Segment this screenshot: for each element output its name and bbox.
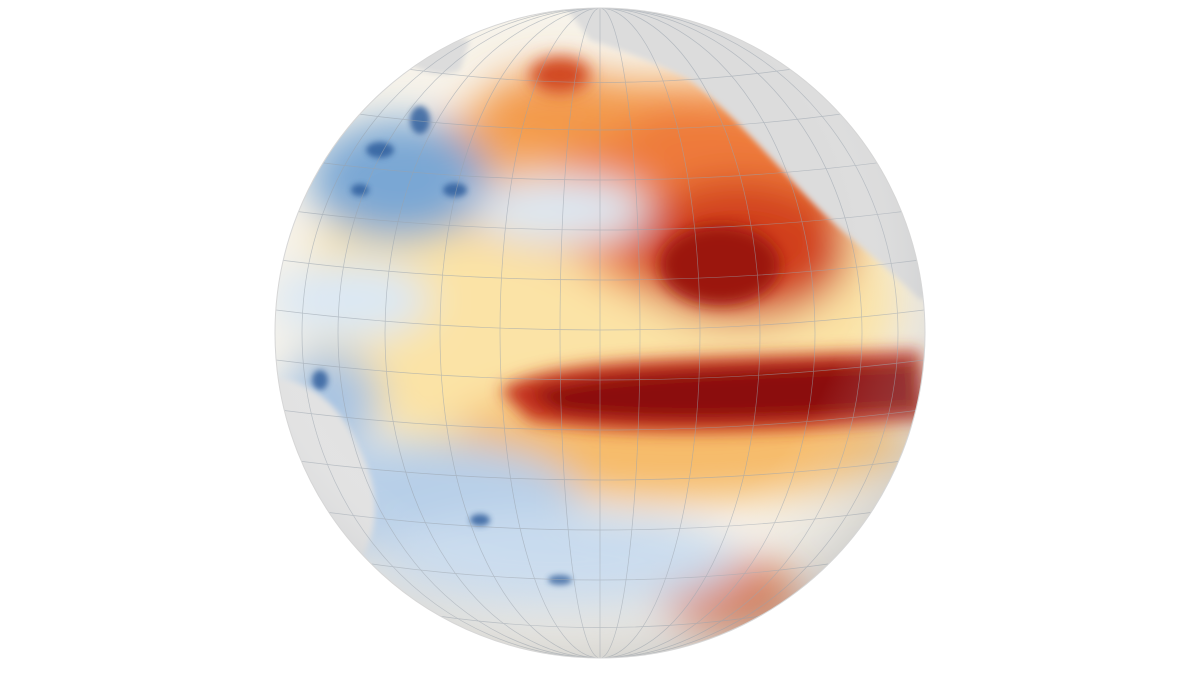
globe-outline: [274, 7, 926, 659]
globe-surface: [275, 8, 925, 658]
